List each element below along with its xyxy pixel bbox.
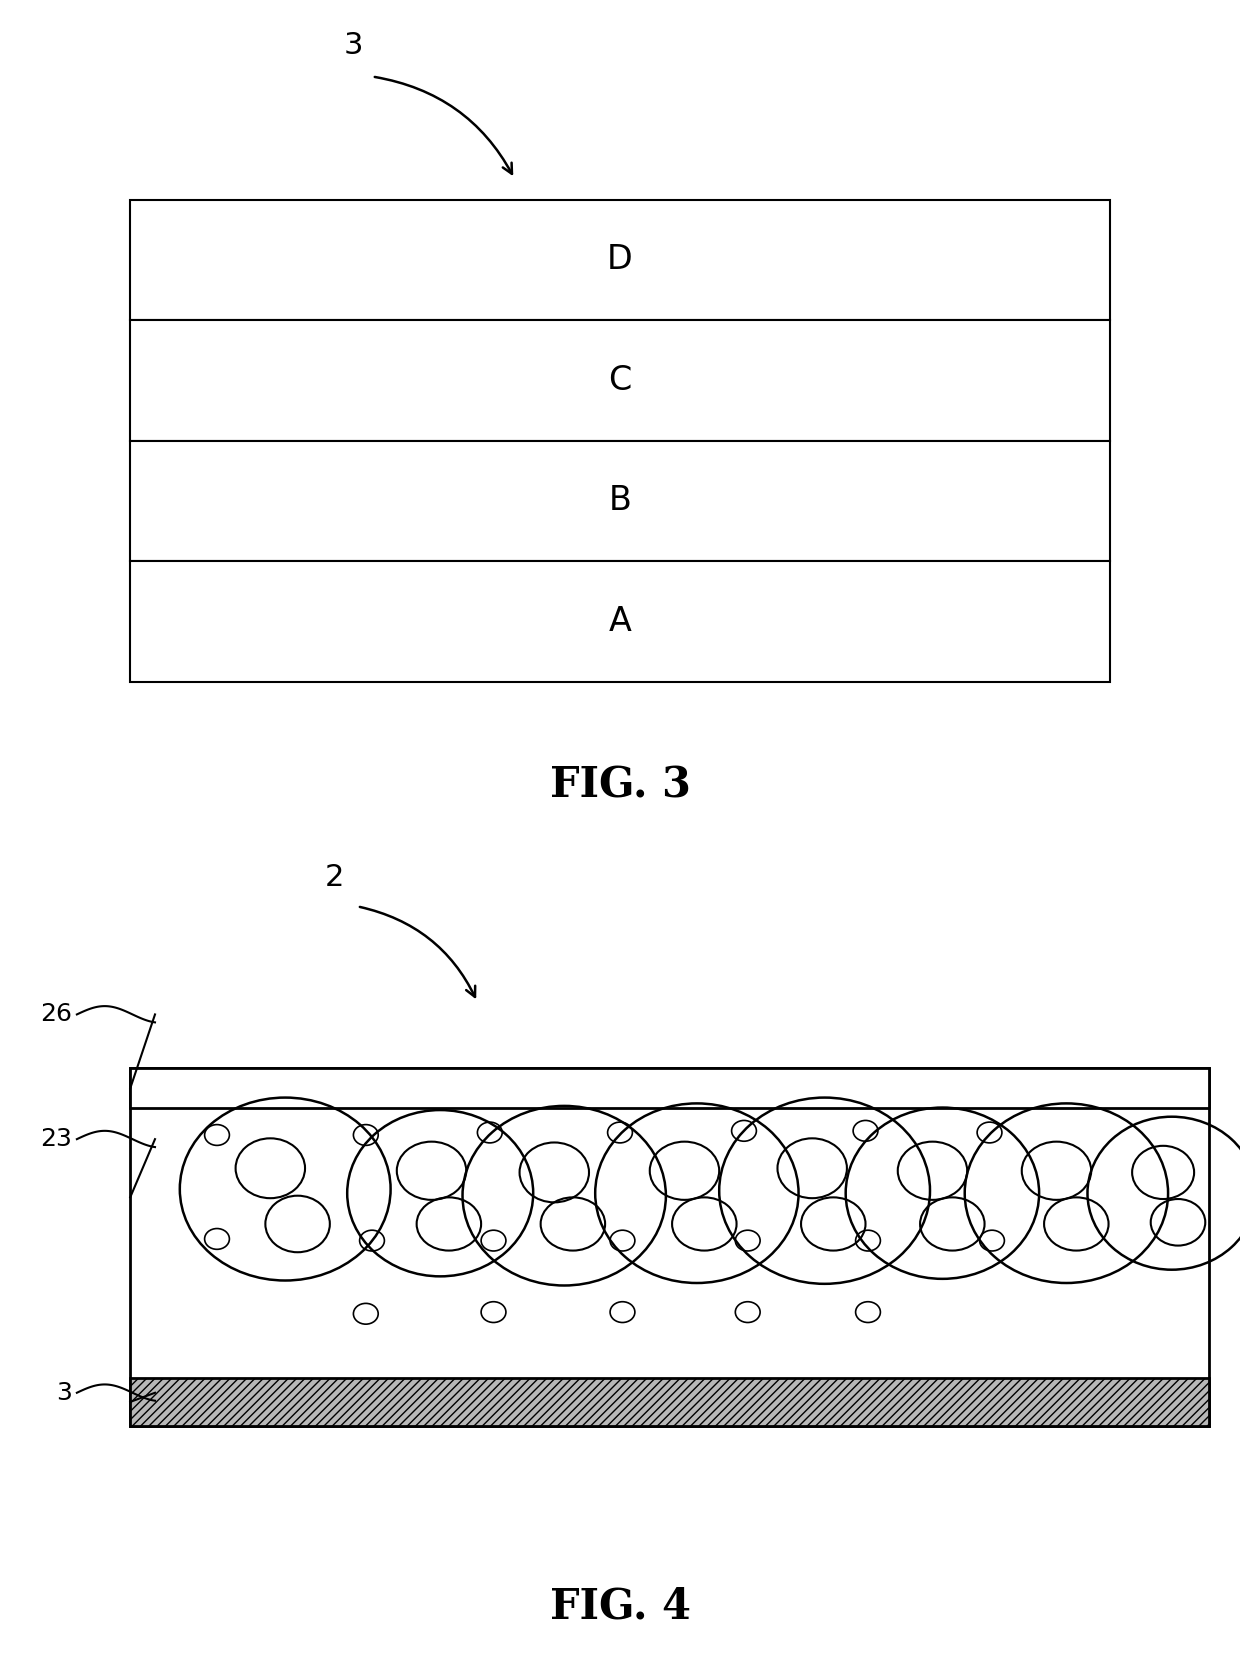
Text: A: A (609, 605, 631, 639)
Text: 3: 3 (343, 32, 363, 60)
Text: D: D (608, 243, 632, 276)
Text: B: B (609, 484, 631, 517)
Text: 23: 23 (40, 1128, 72, 1151)
Bar (130, 562, 1110, 682)
Bar (130, 200, 1110, 319)
Bar (130, 319, 1110, 441)
Text: C: C (609, 364, 631, 397)
Text: 26: 26 (40, 1003, 72, 1026)
Text: FIG. 3: FIG. 3 (549, 765, 691, 807)
Bar (130, 1377, 1209, 1425)
FancyArrowPatch shape (374, 76, 512, 175)
Text: FIG. 4: FIG. 4 (549, 1585, 691, 1628)
Bar (130, 1069, 1209, 1109)
FancyArrowPatch shape (360, 906, 475, 996)
Bar (130, 441, 1110, 562)
Text: 3: 3 (56, 1380, 72, 1405)
Bar (130, 1068, 1209, 1425)
Text: 2: 2 (325, 863, 345, 891)
